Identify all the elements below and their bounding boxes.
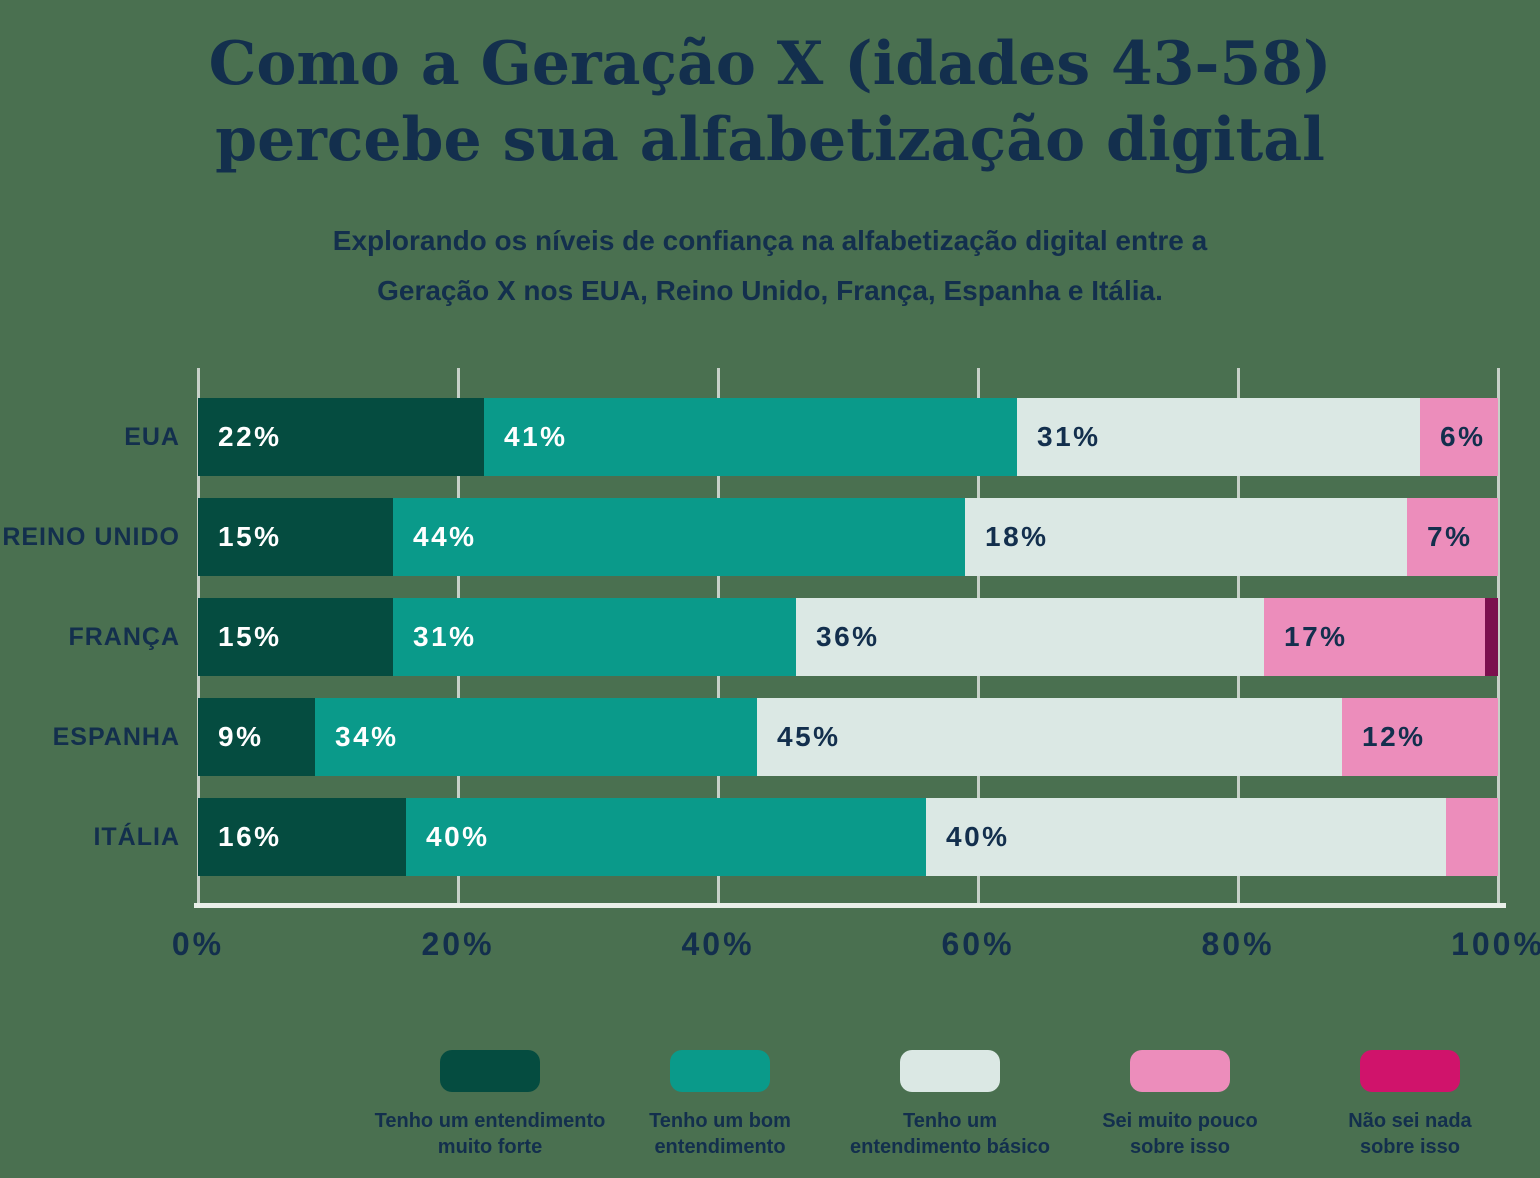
segment-value-label: 41% xyxy=(504,421,568,452)
bar-segment: 7% xyxy=(1407,498,1498,576)
bar-row: 9% 34% 45% 12% xyxy=(198,698,1498,776)
bar-segment xyxy=(1446,798,1498,876)
category-label: ITÁLIA xyxy=(93,823,180,851)
legend-label: Tenho um bom entendimento xyxy=(649,1110,791,1158)
bar-segment: 40% xyxy=(406,798,926,876)
bar-segment: 12% xyxy=(1342,698,1498,776)
bar-segment: 41% xyxy=(484,398,1017,476)
legend-label: Tenho um entendimento muito forte xyxy=(374,1110,606,1158)
legend-swatch xyxy=(670,1050,770,1092)
segment-value-label: 44% xyxy=(413,521,477,552)
x-tick-label: 100% xyxy=(1451,926,1540,962)
legend-swatch xyxy=(1360,1050,1460,1092)
segment-value-label: 40% xyxy=(426,821,490,852)
bar-segment: 16% xyxy=(198,798,406,876)
chart-title-line1: Como a Geração X (idades 43-58) xyxy=(208,29,1332,99)
legend-swatch xyxy=(900,1050,1000,1092)
bar-segment: 15% xyxy=(198,598,393,676)
x-tick-label: 80% xyxy=(1201,926,1275,962)
gridline xyxy=(1496,368,1500,905)
x-axis-line xyxy=(194,903,1506,908)
category-label: ESPANHA xyxy=(52,723,180,751)
segment-value-label: 22% xyxy=(218,421,282,452)
segment-value-label: 36% xyxy=(816,621,880,652)
bar-row: 15% 44% 18% 7% xyxy=(198,498,1498,576)
segment-value-label: 18% xyxy=(985,521,1049,552)
segment-value-label: 31% xyxy=(1037,421,1101,452)
x-tick-label: 40% xyxy=(681,926,755,962)
legend-item: Sei muito pouco sobre isso xyxy=(1048,1050,1312,1160)
category-label: REINO UNIDO xyxy=(2,523,180,551)
segment-value-label: 15% xyxy=(218,521,282,552)
segment-value-label: 34% xyxy=(335,721,399,752)
bar-segment: 44% xyxy=(393,498,965,576)
segment-value-label: 7% xyxy=(1427,521,1473,552)
bar-segment: 22% xyxy=(198,398,484,476)
legend-swatch xyxy=(440,1050,540,1092)
category-label: EUA xyxy=(124,423,180,451)
segment-value-label: 31% xyxy=(413,621,477,652)
chart-subtitle-line2: Geração X nos EUA, Reino Unido, França, … xyxy=(377,275,1163,306)
legend-item: Tenho um bom entendimento xyxy=(588,1050,852,1160)
legend-item: Não sei nada sobre isso xyxy=(1278,1050,1540,1160)
bar-segment: 31% xyxy=(1017,398,1420,476)
segment-value-label: 40% xyxy=(946,821,1010,852)
segment-value-label: 6% xyxy=(1440,421,1486,452)
bar-segment: 34% xyxy=(315,698,757,776)
chart-title-line2: percebe sua alfabetização digital xyxy=(215,105,1325,175)
segment-value-label: 17% xyxy=(1284,621,1348,652)
chart-title: Como a Geração X (idades 43-58) percebe … xyxy=(0,26,1540,178)
bar-segment: 15% xyxy=(198,498,393,576)
bar-segment: 9% xyxy=(198,698,315,776)
segment-value-label: 9% xyxy=(218,721,264,752)
legend-item: Tenho um entendimento básico xyxy=(818,1050,1082,1160)
bar-segment: 36% xyxy=(796,598,1264,676)
legend-label: Sei muito pouco sobre isso xyxy=(1102,1110,1258,1158)
legend-item: Tenho um entendimento muito forte xyxy=(358,1050,622,1160)
category-label: FRANÇA xyxy=(68,623,180,651)
bar-segment: 17% xyxy=(1264,598,1485,676)
bar-segment: 31% xyxy=(393,598,796,676)
legend-label: Não sei nada sobre isso xyxy=(1348,1110,1472,1158)
legend-label: Tenho um entendimento básico xyxy=(849,1110,1051,1158)
chart-subtitle: Explorando os níveis de confiança na alf… xyxy=(0,216,1540,316)
bar-row: 22% 41% 31% 6% xyxy=(198,398,1498,476)
bar-segment: 6% xyxy=(1420,398,1498,476)
bar-row: 16% 40% 40% xyxy=(198,798,1498,876)
bar-segment: 45% xyxy=(757,698,1342,776)
segment-value-label: 12% xyxy=(1362,721,1426,752)
segment-value-label: 16% xyxy=(218,821,282,852)
bar-segment xyxy=(1485,598,1498,676)
x-tick-label: 60% xyxy=(941,926,1015,962)
segment-value-label: 15% xyxy=(218,621,282,652)
x-tick-label: 0% xyxy=(171,926,225,962)
bar-row: 15% 31% 36% 17% xyxy=(198,598,1498,676)
chart-subtitle-line1: Explorando os níveis de confiança na alf… xyxy=(332,225,1208,256)
legend-swatch xyxy=(1130,1050,1230,1092)
bar-segment: 18% xyxy=(965,498,1407,576)
segment-value-label: 45% xyxy=(777,721,841,752)
x-tick-label: 20% xyxy=(421,926,495,962)
bar-segment: 40% xyxy=(926,798,1446,876)
